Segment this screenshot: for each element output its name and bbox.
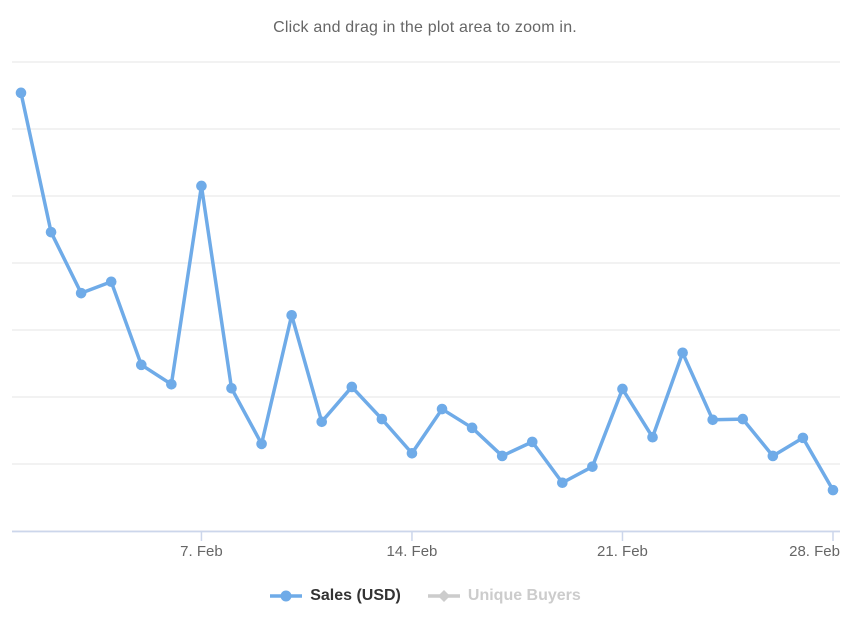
legend: Sales (USD) Unique Buyers [0,587,850,605]
x-axis: 7. Feb 14. Feb 21. Feb 28. Feb [0,543,850,563]
x-axis-label: 14. Feb [386,543,438,560]
legend-item-label: Sales (USD) [310,587,401,604]
legend-item-label: Unique Buyers [467,587,581,604]
x-axis-label: 7. Feb [180,543,223,560]
line-diamond-marker-icon [427,590,460,602]
chart-title: Click and drag in the plot area to zoom … [273,19,577,36]
legend-item-unique-buyers[interactable]: Unique Buyers [427,587,581,605]
legend-item-sales[interactable]: Sales (USD) [269,587,401,605]
x-axis-label: 28. Feb [789,543,840,560]
x-axis-label: 21. Feb [597,543,648,560]
line-circle-marker-icon [270,590,303,602]
